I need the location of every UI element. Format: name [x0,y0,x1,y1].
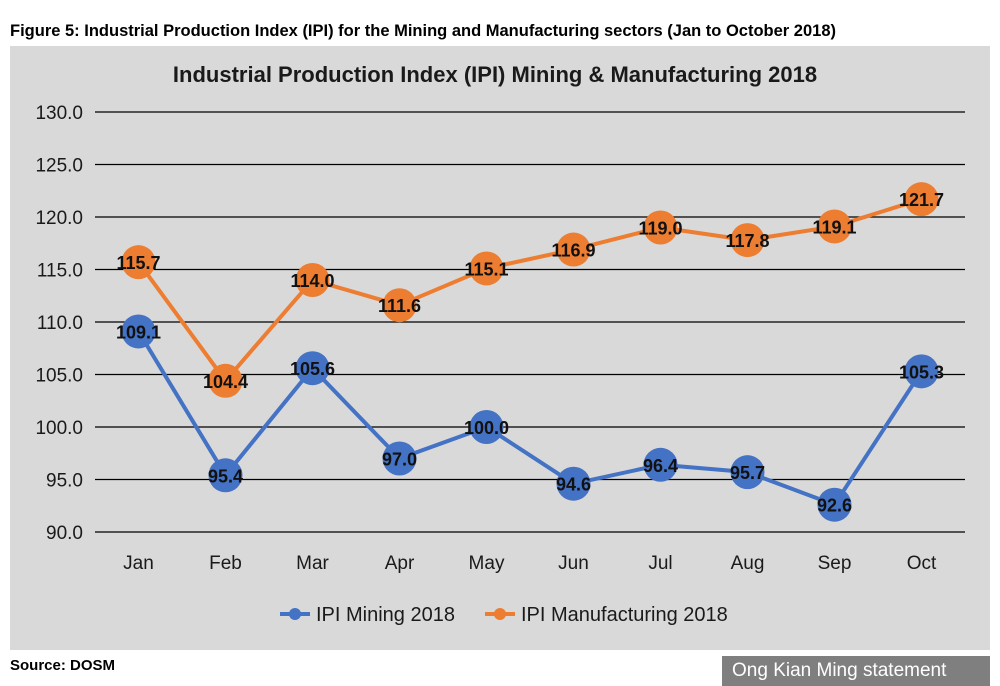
data-point [817,209,852,244]
data-point [382,288,417,323]
data-point [730,223,765,258]
source-note: Source: DOSM [10,657,116,674]
data-label: 92.6 [817,496,852,516]
data-point [904,354,939,389]
x-tick-label: May [469,553,505,574]
series-mining: 109.1 95.4 105.6 97.0 100.0 94.6 96.4 95.7 92.6 1… [116,314,944,522]
legend-label: IPI Mining 2018 [316,604,455,626]
data-label: 114.0 [290,271,334,291]
data-label: 115.7 [116,253,160,273]
series-line [136,197,923,383]
data-label: 121.7 [899,190,944,210]
data-point [121,245,156,280]
y-tick-label: 115.0 [37,261,83,282]
data-point [469,251,504,286]
series-group: 109.1 95.4 105.6 97.0 100.0 94.6 96.4 95.7 92.6 1… [116,182,944,522]
data-point [295,263,330,297]
data-point [208,458,243,493]
data-label: 105.3 [899,362,944,382]
legend-marker [289,608,301,620]
data-label: 94.6 [556,475,591,495]
figure-caption: Figure 5: Industrial Production Index (I… [10,22,836,40]
chart-panel: Industrial Production Index (IPI) Mining… [10,46,990,650]
chart-title: Industrial Production Index (IPI) Mining… [173,62,817,87]
data-label: 104.4 [203,372,248,392]
data-label: 115.1 [464,259,508,279]
x-tick-label: Apr [385,553,415,574]
y-axis-ticks: 90.0 95.0 100.0 105.0 110.0 115.0 120.0 125.0 13… [35,103,83,544]
y-tick-label: 90.0 [46,523,83,544]
y-tick-label: 105.0 [35,366,83,387]
data-point [730,455,765,490]
data-point [121,314,156,349]
y-tick-label: 100.0 [35,418,83,439]
data-point [643,447,678,482]
x-tick-label: Sep [818,553,852,574]
data-point [556,466,591,501]
legend-marker [494,608,506,620]
data-point [643,210,678,245]
data-label: 95.7 [730,463,765,483]
x-tick-label: Oct [907,553,937,574]
data-label: 116.9 [551,241,595,261]
y-tick-label: 95.0 [46,471,83,492]
data-point [382,441,417,476]
credit-badge: Ong Kian Ming statement [722,656,990,686]
data-point [904,182,939,217]
x-axis-ticks: Jan Feb Mar Apr May Jun Jul Aug Sep Oct [123,553,937,574]
data-label: 97.0 [382,450,417,470]
line-chart: Industrial Production Index (IPI) Mining… [35,62,965,626]
x-tick-label: Aug [731,553,765,574]
data-label: 119.1 [812,217,856,237]
x-tick-label: Jul [648,553,672,574]
legend: IPI Mining 2018 IPI Manufacturing 2018 [280,604,728,626]
x-tick-label: Jan [123,553,154,574]
data-label: 105.6 [290,359,335,379]
data-label: 96.4 [643,456,678,476]
y-tick-label: 110.0 [37,313,83,334]
x-tick-label: Feb [209,553,242,574]
legend-label: IPI Manufacturing 2018 [521,604,728,626]
data-point [295,351,330,386]
data-point [817,487,852,522]
data-label: 111.6 [378,296,421,316]
x-tick-label: Mar [296,553,329,574]
data-label: 95.4 [208,466,243,486]
data-point [469,410,504,444]
y-tick-label: 130.0 [35,103,83,124]
data-label: 100.0 [464,418,509,438]
y-tick-label: 120.0 [35,208,83,229]
x-tick-label: Jun [558,553,589,574]
data-label: 117.8 [725,231,769,251]
data-label: 119.0 [638,219,682,239]
series-manufacturing: 115.7 104.4 114.0 111.6 115.1 116.9 119.0 117.8… [116,182,944,398]
data-label: 109.1 [116,322,161,342]
data-point [556,232,591,267]
data-point [208,363,243,398]
y-tick-label: 125.0 [35,156,83,177]
series-line [136,330,924,507]
